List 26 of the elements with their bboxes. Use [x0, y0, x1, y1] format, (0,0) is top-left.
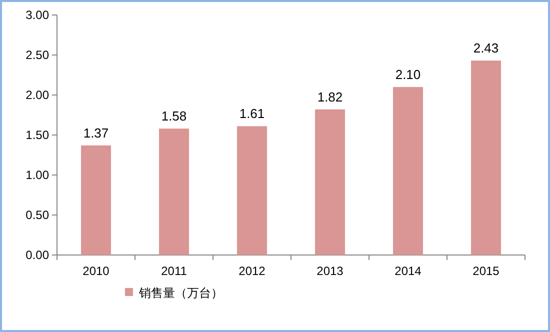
data-label: 2.43	[473, 40, 499, 56]
x-tick-label: 2015	[472, 264, 500, 278]
y-tick-label: 0.00	[26, 248, 50, 262]
data-label: 1.58	[161, 108, 187, 124]
y-tick-label: 0.50	[26, 208, 50, 222]
bar	[159, 128, 189, 255]
x-tick-label: 2010	[82, 264, 110, 278]
data-label: 1.82	[317, 89, 343, 104]
bar	[471, 60, 501, 255]
y-tick-label: 1.00	[26, 168, 50, 182]
x-tick-label: 2012	[238, 264, 266, 278]
y-tick-label: 2.00	[26, 88, 50, 102]
bar	[393, 87, 423, 255]
y-tick-label: 2.50	[26, 48, 50, 62]
y-tick-label: 3.00	[26, 8, 50, 22]
y-tick-label: 1.50	[26, 128, 50, 142]
data-label: 1.37	[83, 125, 109, 140]
data-label: 1.61	[239, 106, 265, 122]
bar	[315, 109, 345, 255]
x-tick-label: 2014	[394, 264, 422, 278]
x-tick-label: 2011	[161, 264, 188, 278]
data-label: 2.10	[395, 67, 421, 82]
x-tick-label: 2013	[316, 264, 344, 278]
bar	[81, 145, 111, 255]
legend-label: 销售量（万台）	[138, 286, 223, 300]
bar	[237, 126, 267, 255]
